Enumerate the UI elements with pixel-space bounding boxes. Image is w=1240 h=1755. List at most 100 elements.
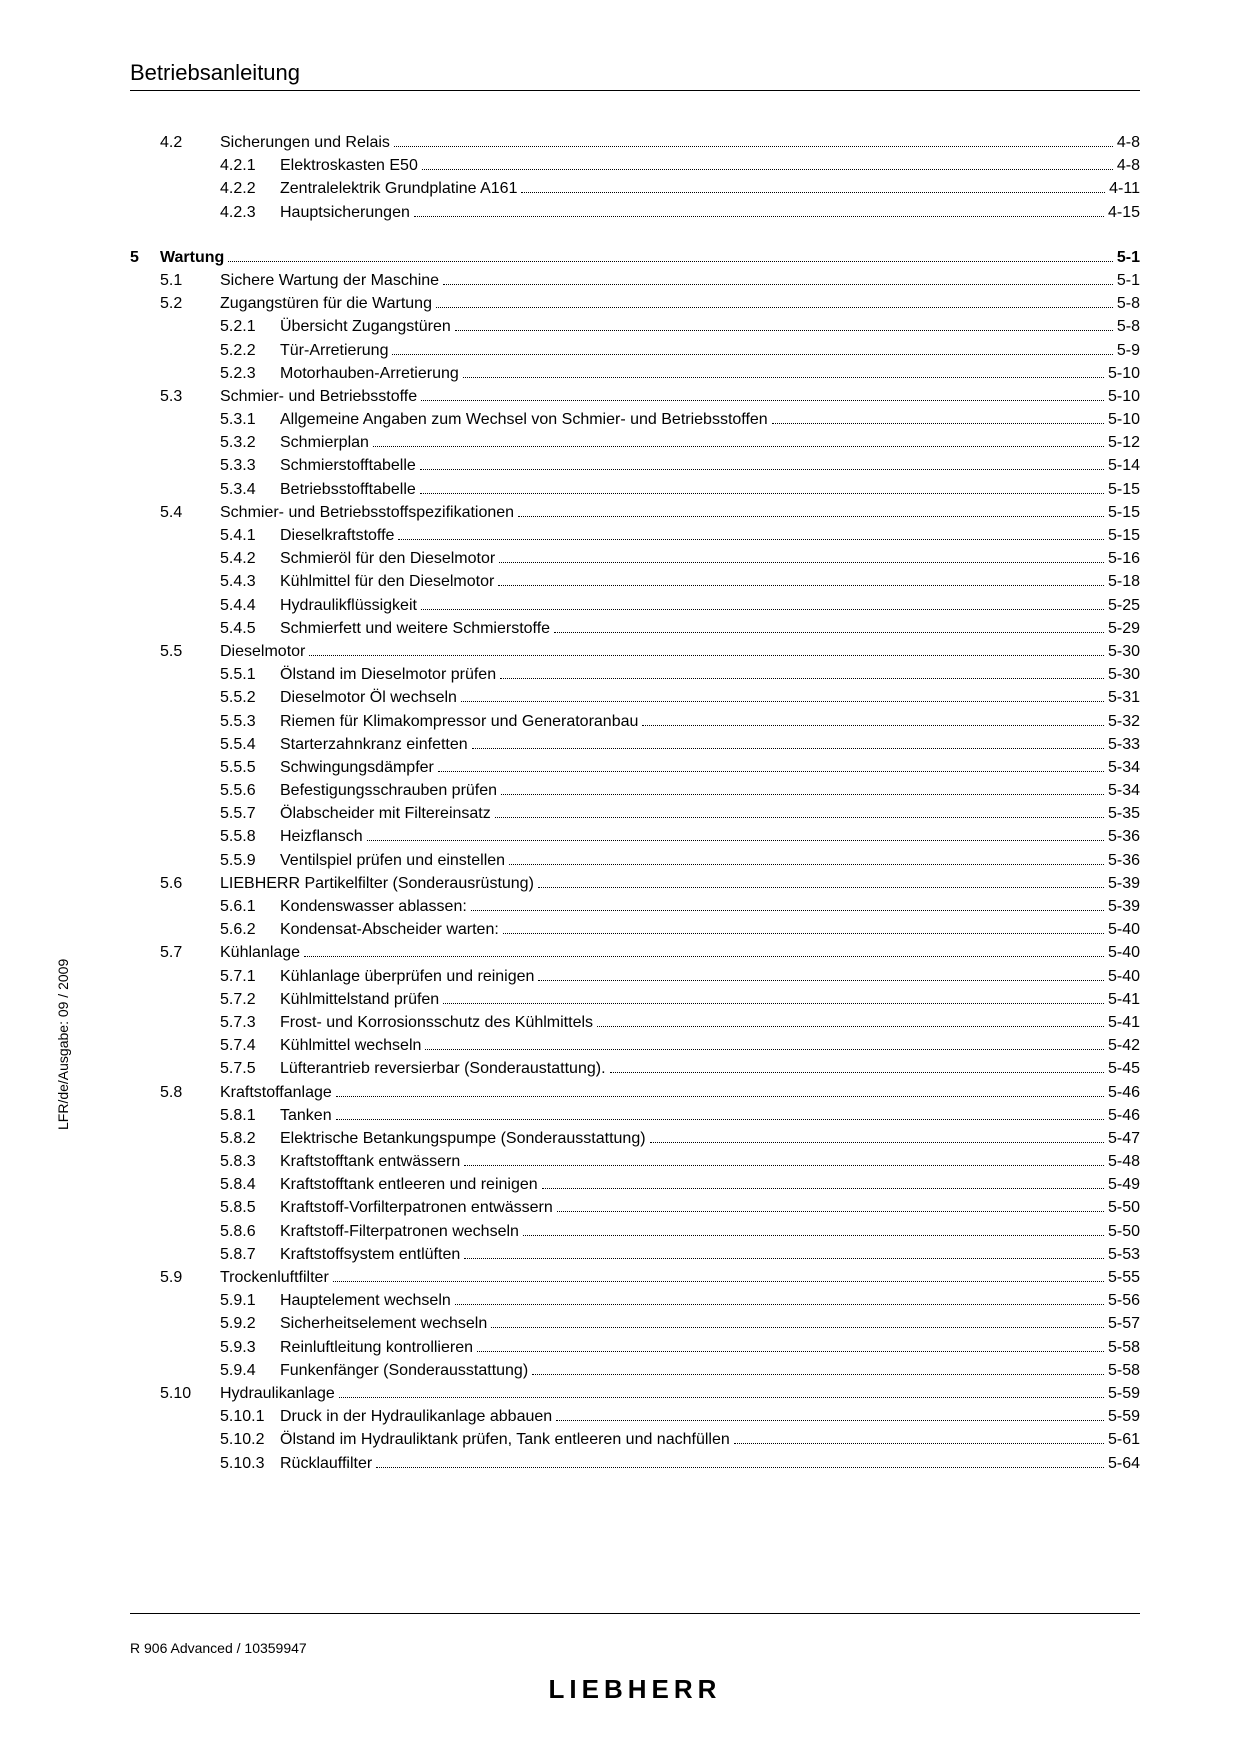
- toc-entry-title: Kraftstofftank entleeren und reinigen: [280, 1173, 538, 1196]
- toc-subsection-number: 5.7.3: [220, 1011, 280, 1034]
- toc-leader-dots: [333, 1281, 1104, 1282]
- toc-entry: 5.10.1Druck in der Hydraulikanlage abbau…: [130, 1405, 1140, 1428]
- toc-page-number: 5-56: [1108, 1289, 1140, 1312]
- toc-entry-title: Elektroskasten E50: [280, 154, 418, 177]
- toc-entry-title: Schwingungsdämpfer: [280, 756, 434, 779]
- toc-subsection-number: 5.8.1: [220, 1104, 280, 1127]
- toc-entry-title: Lüfterantrieb reversierbar (Sonderaustat…: [280, 1057, 606, 1080]
- toc-leader-dots: [498, 585, 1104, 586]
- toc-entry: 5Wartung 5-1: [130, 246, 1140, 269]
- toc-entry: 5.9.1Hauptelement wechseln 5-56: [130, 1289, 1140, 1312]
- toc-page-number: 5-36: [1108, 849, 1140, 872]
- toc-subsection-number: 5.9.2: [220, 1312, 280, 1335]
- toc-subsection-number: 4.2.2: [220, 177, 280, 200]
- toc-leader-dots: [772, 423, 1104, 424]
- toc-entry: 5.8.6Kraftstoff-Filterpatronen wechseln …: [130, 1220, 1140, 1243]
- toc-page-number: 5-50: [1108, 1220, 1140, 1243]
- toc-page-number: 5-41: [1108, 988, 1140, 1011]
- toc-leader-dots: [339, 1397, 1104, 1398]
- toc-page-number: 5-40: [1108, 918, 1140, 941]
- toc-entry-title: Kraftstoffsystem entlüften: [280, 1243, 460, 1266]
- toc-leader-dots: [304, 956, 1104, 957]
- toc-entry-title: Kraftstoff-Filterpatronen wechseln: [280, 1220, 519, 1243]
- toc-page-number: 5-34: [1108, 756, 1140, 779]
- toc-subsection-number: 5.7.1: [220, 965, 280, 988]
- toc-page-number: 5-40: [1108, 941, 1140, 964]
- toc-page-number: 5-61: [1108, 1428, 1140, 1451]
- toc-entry-title: Zugangstüren für die Wartung: [220, 292, 432, 315]
- toc-page-number: 5-9: [1117, 339, 1140, 362]
- toc-entry-title: Tür-Arretierung: [280, 339, 388, 362]
- toc-page-number: 5-50: [1108, 1196, 1140, 1219]
- toc-subsection-number: 5.8.2: [220, 1127, 280, 1150]
- toc-entry-title: Kondensat-Abscheider warten:: [280, 918, 499, 941]
- toc-subsection-number: 5.7.5: [220, 1057, 280, 1080]
- toc-entry: 5.8.7Kraftstoffsystem entlüften 5-53: [130, 1243, 1140, 1266]
- toc-entry: 5.10Hydraulikanlage 5-59: [130, 1382, 1140, 1405]
- toc-leader-dots: [420, 469, 1104, 470]
- toc-entry-title: Elektrische Betankungspumpe (Sonderausst…: [280, 1127, 646, 1150]
- toc-leader-dots: [392, 354, 1112, 355]
- toc-subsection-number: 5.8.4: [220, 1173, 280, 1196]
- toc-entry: 4.2.3Hauptsicherungen 4-15: [130, 201, 1140, 224]
- toc-page-number: 5-34: [1108, 779, 1140, 802]
- toc-subsection-number: 5.2.3: [220, 362, 280, 385]
- toc-leader-dots: [443, 284, 1113, 285]
- toc-entry: 5.3Schmier- und Betriebsstoffe 5-10: [130, 385, 1140, 408]
- toc-page-number: 5-59: [1108, 1382, 1140, 1405]
- toc-leader-dots: [523, 1235, 1104, 1236]
- toc-page-number: 5-25: [1108, 594, 1140, 617]
- toc-entry: 4.2.1Elektroskasten E50 4-8: [130, 154, 1140, 177]
- toc-entry: 5.5.6Befestigungsschrauben prüfen 5-34: [130, 779, 1140, 802]
- toc-subsection-number: 5.10.3: [220, 1452, 280, 1475]
- toc-entry-title: Trockenluftfilter: [220, 1266, 329, 1289]
- toc-entry: 5.9.4Funkenfänger (Sonderausstattung) 5-…: [130, 1359, 1140, 1382]
- side-edition-text: LFR/de/Ausgabe: 09 / 2009: [55, 959, 71, 1130]
- toc-leader-dots: [532, 1374, 1104, 1375]
- toc-subsection-number: 5.10.2: [220, 1428, 280, 1451]
- toc-page-number: 5-42: [1108, 1034, 1140, 1057]
- toc-page-number: 4-8: [1117, 154, 1140, 177]
- toc-subsection-number: 5.3.2: [220, 431, 280, 454]
- toc-entry-title: Wartung: [160, 246, 224, 269]
- toc-entry-title: Befestigungsschrauben prüfen: [280, 779, 497, 802]
- toc-page-number: 5-49: [1108, 1173, 1140, 1196]
- page-footer: R 906 Advanced / 10359947 LIEBHERR: [130, 1593, 1140, 1705]
- toc-entry-title: Kondenswasser ablassen:: [280, 895, 467, 918]
- toc-leader-dots: [464, 1258, 1104, 1259]
- toc-leader-dots: [518, 516, 1104, 517]
- toc-page-number: 5-64: [1108, 1452, 1140, 1475]
- toc-leader-dots: [471, 910, 1104, 911]
- toc-entry-title: Schmierfett und weitere Schmierstoffe: [280, 617, 550, 640]
- toc-page-number: 5-1: [1117, 246, 1140, 269]
- toc-entry-title: Kühlmittel für den Dieselmotor: [280, 570, 494, 593]
- toc-leader-dots: [443, 1003, 1104, 1004]
- toc-subsection-number: 5.5.5: [220, 756, 280, 779]
- toc-entry-title: Schmier- und Betriebsstoffe: [220, 385, 417, 408]
- toc-entry: 5.2.1Übersicht Zugangstüren 5-8: [130, 315, 1140, 338]
- toc-page-number: 5-30: [1108, 640, 1140, 663]
- toc-entry: 5.3.2Schmierplan 5-12: [130, 431, 1140, 454]
- toc-entry: 5.10.3Rücklauffilter 5-64: [130, 1452, 1140, 1475]
- toc-entry: 5.5.8Heizflansch 5-36: [130, 825, 1140, 848]
- toc-entry: 5.8.5Kraftstoff-Vorfilterpatronen entwäs…: [130, 1196, 1140, 1219]
- toc-subsection-number: 5.3.1: [220, 408, 280, 431]
- toc-subsection-number: 5.4.5: [220, 617, 280, 640]
- toc-section-number: 5.5: [160, 640, 220, 663]
- toc-entry-title: Kühlmittel wechseln: [280, 1034, 421, 1057]
- toc-entry-title: Kühlmittelstand prüfen: [280, 988, 439, 1011]
- toc-page-number: 5-53: [1108, 1243, 1140, 1266]
- toc-leader-dots: [734, 1443, 1104, 1444]
- toc-page-number: 5-33: [1108, 733, 1140, 756]
- toc-leader-dots: [557, 1211, 1104, 1212]
- toc-entry: 5.3.3Schmierstofftabelle 5-14: [130, 454, 1140, 477]
- toc-page-number: 5-48: [1108, 1150, 1140, 1173]
- toc-entry-title: Schmierplan: [280, 431, 369, 454]
- toc-subsection-number: 5.5.2: [220, 686, 280, 709]
- toc-subsection-number: 5.5.8: [220, 825, 280, 848]
- toc-page-number: 5-58: [1108, 1359, 1140, 1382]
- toc-subsection-number: 5.3.3: [220, 454, 280, 477]
- toc-leader-dots: [376, 1467, 1104, 1468]
- toc-leader-dots: [610, 1072, 1104, 1073]
- toc-entry: 5.5.9Ventilspiel prüfen und einstellen 5…: [130, 849, 1140, 872]
